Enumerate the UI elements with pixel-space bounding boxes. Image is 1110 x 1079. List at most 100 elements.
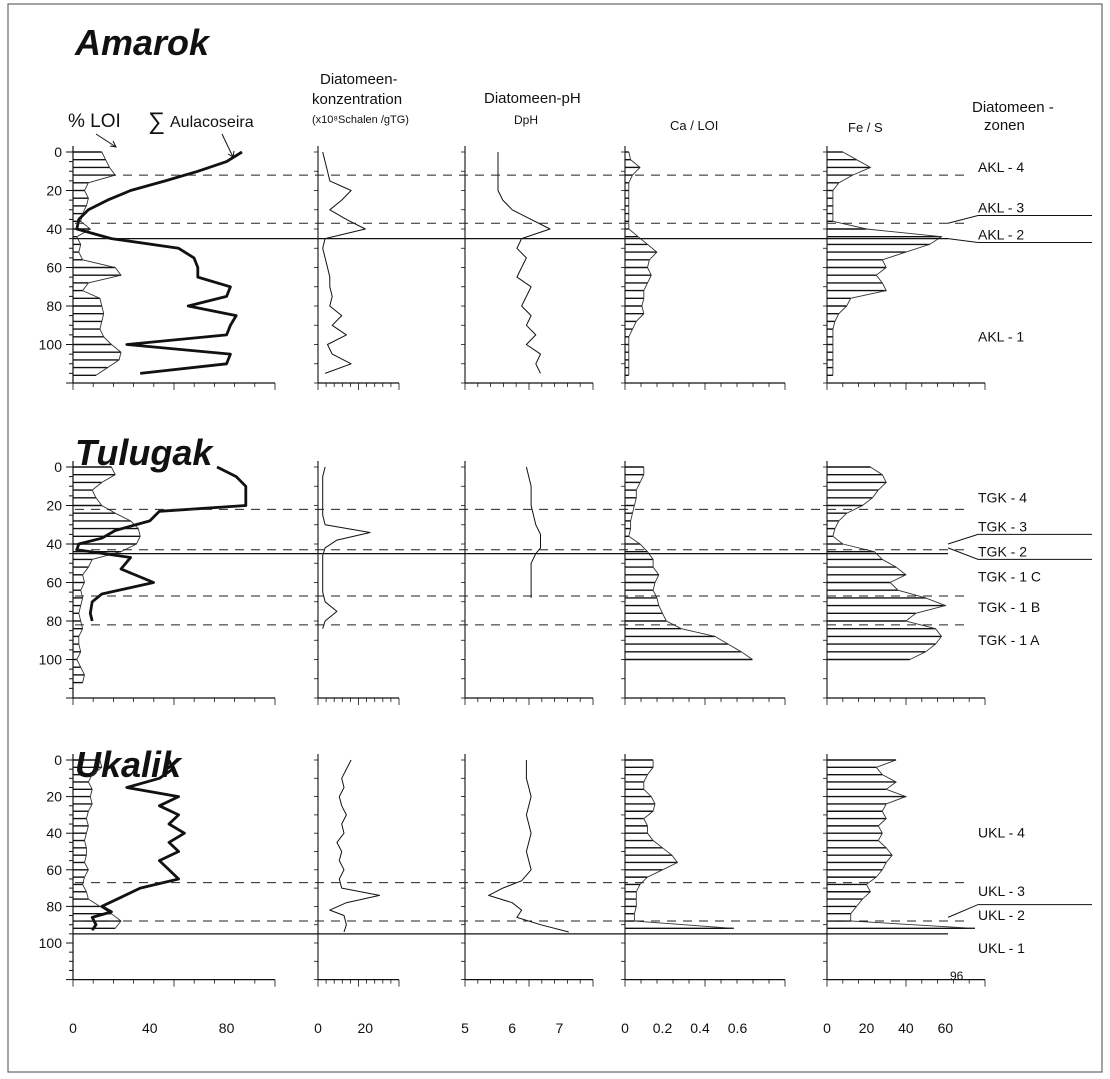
header-fe: Fe / S	[848, 120, 883, 135]
series-ca	[625, 151, 658, 376]
zone-label: TGK - 3	[978, 518, 1027, 534]
series-conc	[322, 151, 366, 374]
zone-label: TGK - 2	[978, 543, 1027, 559]
zone-label: TGK - 1 B	[978, 599, 1040, 615]
series-ca	[625, 466, 753, 661]
depth-label: 0	[54, 752, 62, 768]
zone-label: UKL - 2	[978, 907, 1025, 923]
loi-outline	[76, 151, 122, 376]
zone-label: AKL - 3	[978, 200, 1024, 216]
figure-frame	[7, 3, 1103, 1073]
depth-label: 20	[46, 498, 62, 514]
xtick-ph-0: 5	[461, 1020, 469, 1036]
lake-name-ukalik: Ukalik	[75, 744, 183, 785]
header-ph-line2: DpH	[514, 113, 538, 127]
zone-leader-line	[947, 215, 1092, 224]
header-conc-line1: Diatomeen-	[320, 71, 398, 88]
loi-outline	[76, 466, 141, 683]
depth-label: 20	[46, 183, 62, 199]
ca-outline	[628, 467, 753, 660]
depth-label: 40	[46, 221, 62, 237]
lakes-root: Amarok 0 20 40 60 80 100 AKL - 4 AKL - 3 AKL - 2 A…	[39, 22, 1092, 987]
series-loi	[73, 466, 141, 684]
depth-label: 80	[46, 613, 62, 629]
header-aulacoseira: Aulacoseira	[170, 114, 254, 131]
zone-label: TGK - 1 A	[978, 632, 1040, 648]
zone-leader-line	[947, 904, 1092, 918]
zone-label: AKL - 1	[978, 329, 1024, 345]
depth-label: 100	[39, 652, 63, 668]
header-ph-line1: Diatomeen-pH	[484, 90, 581, 107]
series-fe	[827, 466, 947, 661]
fe-outline	[832, 151, 943, 376]
xtick-ca-3: 0.6	[728, 1020, 748, 1036]
xtick-fe-2: 40	[898, 1020, 914, 1036]
lake-panel-ukalik: Ukalik 0 20 40 60 80 100 UKL - 4 UKL - 3 UKL - 2 U…	[39, 744, 1092, 987]
xtick-ca-1: 0.2	[653, 1020, 673, 1036]
series-fe	[827, 151, 943, 376]
series-aul	[75, 150, 243, 375]
zone-label: UKL - 1	[978, 940, 1025, 956]
header-loi: % LOI	[68, 111, 121, 132]
series-ph	[525, 466, 541, 598]
xtick-ca-2: 0.4	[690, 1020, 710, 1036]
fe-outline	[850, 759, 976, 929]
depth-label: 0	[54, 144, 62, 160]
xtick-ph-1: 6	[508, 1020, 516, 1036]
zone-label: UKL - 3	[978, 883, 1025, 899]
depth-label: 40	[46, 536, 62, 552]
series-ph	[488, 760, 569, 933]
zone-label: TGK - 1 C	[978, 568, 1041, 584]
depth-label: 20	[46, 789, 62, 805]
lake-name-amarok: Amarok	[74, 22, 211, 63]
xtick-conc-0: 0	[314, 1020, 322, 1036]
series-ph	[497, 152, 551, 374]
series-loi	[73, 759, 122, 930]
depth-label: 100	[39, 935, 63, 951]
xtick-fe-0: 0	[823, 1020, 831, 1036]
header-conc-line2: konzentration	[312, 91, 402, 108]
depth-label: 40	[46, 825, 62, 841]
header-zones-line2: zonen	[984, 117, 1025, 134]
series-aul	[75, 465, 248, 622]
zone-label: UKL - 4	[978, 825, 1025, 841]
depth-label: 60	[46, 260, 62, 276]
zone-label: TGK - 4	[978, 490, 1027, 506]
xtick-conc-1: 20	[358, 1020, 374, 1036]
series-fe	[827, 759, 976, 930]
lake-name-tulugak: Tulugak	[75, 432, 214, 473]
xtick-ca-0: 0	[621, 1020, 629, 1036]
xtick-ph-2: 7	[556, 1020, 564, 1036]
series-aul	[90, 759, 186, 931]
zone-leader-line	[947, 533, 1092, 545]
x-axis-labels: 0 40 80 0 20 5 6 7 0 0.2 0.4 0.6 0 20 40…	[69, 1020, 953, 1036]
ca-outline	[628, 151, 658, 376]
depth-label: 60	[46, 575, 62, 591]
zone-label: AKL - 4	[978, 159, 1024, 175]
xtick-fe-3: 60	[938, 1020, 954, 1036]
depth-label: 60	[46, 862, 62, 878]
xtick-loi-0: 0	[69, 1020, 77, 1036]
loi-outline	[82, 759, 122, 929]
zone-label: AKL - 2	[978, 226, 1024, 242]
xtick-loi-1: 40	[142, 1020, 158, 1036]
series-conc	[329, 759, 380, 933]
header-sum-symbol: ∑	[148, 108, 165, 135]
series-conc	[322, 466, 371, 629]
xtick-fe-1: 20	[859, 1020, 875, 1036]
depth-label: 80	[46, 898, 62, 914]
depth-label: 0	[54, 459, 62, 475]
loi-arrow	[95, 133, 117, 148]
note-96: 96	[950, 969, 964, 983]
lake-panel-amarok: Amarok 0 20 40 60 80 100 AKL - 4 AKL - 3 AKL - 2 A…	[39, 22, 1092, 390]
header-conc-unit: (x10⁸Schalen /gTG)	[312, 114, 409, 126]
zone-leader-line	[947, 547, 1092, 560]
header-ca: Ca / LOI	[670, 118, 718, 133]
series-ca	[625, 759, 734, 930]
depth-label: 80	[46, 298, 62, 314]
depth-label: 100	[39, 337, 63, 353]
ca-outline	[633, 760, 734, 929]
zone-leader-line	[947, 238, 1092, 243]
lake-panel-tulugak: Tulugak 0 20 40 60 80 100 TGK - 4 TGK - 3 TGK - 2…	[39, 432, 1092, 705]
